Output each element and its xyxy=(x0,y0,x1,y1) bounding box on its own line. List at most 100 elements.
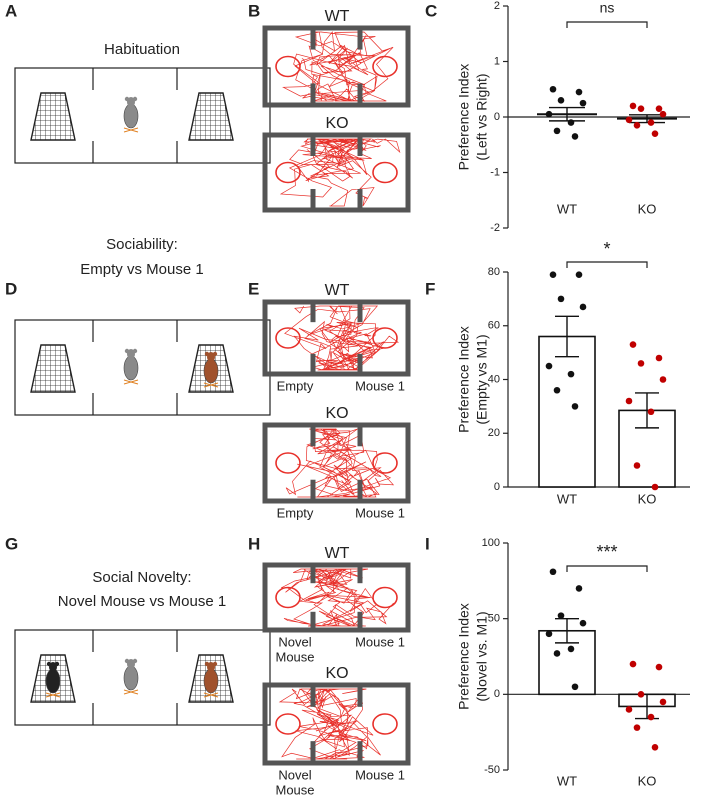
significance-label: * xyxy=(603,239,610,259)
mouse-body xyxy=(203,358,219,384)
arena-label: Mouse 1 xyxy=(355,378,405,393)
data-point xyxy=(571,683,579,691)
data-point xyxy=(637,691,645,698)
genotype-label: WT xyxy=(325,545,350,562)
mouse-ear xyxy=(132,348,138,354)
mouse-whiskers xyxy=(123,379,139,385)
trajectory xyxy=(372,327,398,349)
y-tick-label: -1 xyxy=(490,166,500,178)
x-tick-label: WT xyxy=(557,491,577,506)
mouse-ear xyxy=(212,661,218,667)
bar xyxy=(538,335,596,488)
data-point xyxy=(579,303,587,311)
data-point xyxy=(625,397,633,405)
y-tick-label: -2 xyxy=(490,222,500,234)
y-axis-label: (Left vs Right) xyxy=(474,73,490,160)
arena xyxy=(262,25,411,108)
data-point xyxy=(575,585,583,592)
data-point xyxy=(637,360,645,367)
genotype-label: KO xyxy=(325,665,348,682)
trajectory xyxy=(282,31,394,102)
mouse-ear xyxy=(46,661,52,667)
trajectory xyxy=(279,138,401,207)
trajectory xyxy=(372,713,398,735)
data-point xyxy=(553,127,561,135)
significance-bracket xyxy=(566,565,648,572)
mouse-body xyxy=(123,103,139,129)
panel-label: D xyxy=(5,279,17,298)
mouse-whiskers xyxy=(203,382,219,388)
mouse-ear xyxy=(204,661,210,667)
arena-label: Novel xyxy=(278,634,311,649)
data-point xyxy=(557,97,565,104)
data-point xyxy=(647,119,655,126)
data-point xyxy=(655,663,663,671)
data-point xyxy=(571,133,579,140)
data-point xyxy=(655,354,663,362)
chamber-box xyxy=(14,629,271,726)
genotype-label: KO xyxy=(325,115,348,132)
trajectory xyxy=(275,55,301,78)
diagram-title: Habituation xyxy=(104,41,180,58)
mouse-ear xyxy=(132,96,138,102)
x-tick-label: KO xyxy=(638,201,657,216)
arena-label: Mouse 1 xyxy=(355,634,405,649)
cage xyxy=(30,344,76,393)
mouse-whiskers xyxy=(203,692,219,698)
arena xyxy=(262,132,411,213)
trajectory xyxy=(275,327,301,349)
panel-label: E xyxy=(248,279,259,298)
y-axis-label: Preference Index xyxy=(456,326,472,433)
genotype-label: WT xyxy=(325,282,350,299)
data-point xyxy=(557,295,565,303)
y-tick-label: 80 xyxy=(488,266,500,278)
y-axis-label: Preference Index xyxy=(456,603,472,710)
y-tick-label: 60 xyxy=(488,320,500,332)
data-point xyxy=(553,650,561,657)
y-tick-label: 0 xyxy=(494,688,500,700)
y-axis-label: (Empty vs M1) xyxy=(474,334,490,424)
panel-label: A xyxy=(5,1,17,20)
panel-label: I xyxy=(425,534,430,553)
mouse-ear xyxy=(132,658,138,664)
mouse-ear xyxy=(212,351,218,357)
data-point xyxy=(647,713,655,721)
panel-label: H xyxy=(248,534,260,553)
panel-label: G xyxy=(5,534,18,553)
data-point xyxy=(553,386,561,394)
data-point xyxy=(659,376,667,383)
trajectory xyxy=(372,452,398,474)
arena-label: Mouse xyxy=(275,782,314,797)
mouse-ear xyxy=(204,351,210,357)
panel-label: B xyxy=(248,1,260,20)
trajectory xyxy=(284,305,400,371)
data-point xyxy=(545,110,553,118)
data-point xyxy=(579,99,587,107)
trajectory xyxy=(275,713,301,735)
data-point xyxy=(567,119,575,126)
arena xyxy=(262,422,411,504)
y-tick-label: 20 xyxy=(488,427,500,439)
significance-label: *** xyxy=(596,542,617,562)
y-tick-label: 50 xyxy=(488,613,500,625)
trajectory xyxy=(275,452,301,474)
data-point xyxy=(579,619,587,627)
panel-label: C xyxy=(425,1,437,20)
data-point xyxy=(575,271,583,278)
data-point xyxy=(637,105,645,112)
data-point xyxy=(655,105,663,112)
arena-label: Empty xyxy=(277,378,314,393)
mouse-whiskers xyxy=(123,127,139,133)
trajectory xyxy=(372,55,398,78)
y-tick-label: 100 xyxy=(482,537,500,549)
y-tick-label: 1 xyxy=(494,55,500,67)
data-point xyxy=(545,630,553,638)
arena xyxy=(262,682,411,766)
mouse-ear xyxy=(124,96,130,102)
mouse-ear xyxy=(124,658,130,664)
trajectory xyxy=(285,428,395,498)
mouse-whiskers xyxy=(123,689,139,695)
trajectory xyxy=(275,161,301,184)
arena-label: Novel xyxy=(278,767,311,782)
x-tick-label: WT xyxy=(557,773,577,788)
